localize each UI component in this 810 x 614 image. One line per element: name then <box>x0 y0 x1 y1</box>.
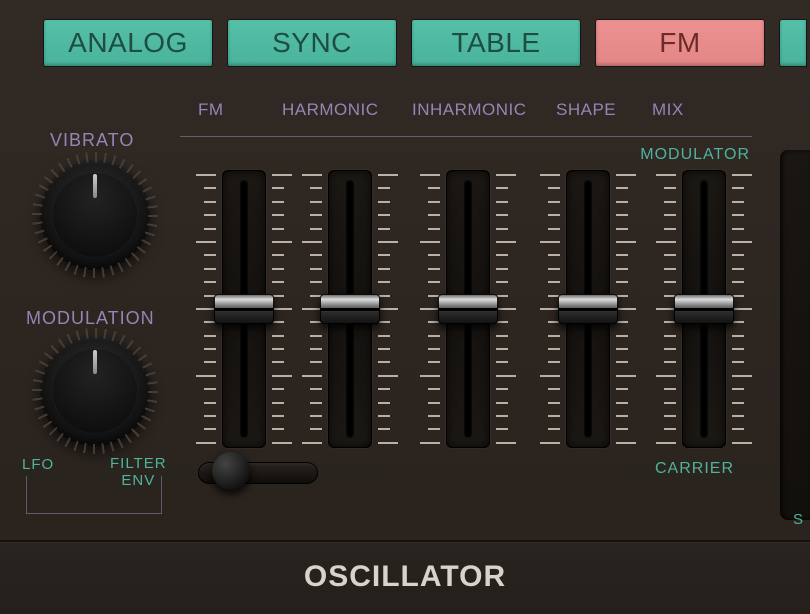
slider-inharmonic[interactable] <box>420 170 516 448</box>
slider-ticks <box>378 174 400 444</box>
slider-ticks <box>538 174 560 444</box>
slider-labels-row: FM HARMONIC INHARMONIC SHAPE MIX <box>190 100 790 124</box>
slider-harmonic[interactable] <box>302 170 398 448</box>
tab-table[interactable]: TABLE <box>412 20 580 66</box>
slider-ticks <box>418 174 440 444</box>
slider-ticks <box>194 174 216 444</box>
label-lfo: LFO <box>22 456 54 473</box>
label-carrier: CARRIER <box>655 460 734 478</box>
knob-modulation[interactable] <box>40 336 150 446</box>
slider-fm[interactable] <box>196 170 292 448</box>
osc-mode-tabs: ANALOG SYNC TABLE FM <box>44 20 810 66</box>
slider-ticks <box>272 174 294 444</box>
tab-analog[interactable]: ANALOG <box>44 20 212 66</box>
label-harmonic: HARMONIC <box>282 100 379 120</box>
slider-ticks <box>300 174 322 444</box>
label-modulator: MODULATOR <box>640 146 750 164</box>
slider-mix[interactable] <box>656 170 752 448</box>
adjacent-panel-edge <box>780 150 810 520</box>
slider-thumb[interactable] <box>320 294 380 324</box>
knob-pointer <box>93 174 97 198</box>
osc-range-lever[interactable] <box>198 454 318 496</box>
slider-ticks <box>654 174 676 444</box>
label-mix: MIX <box>652 100 684 120</box>
tab-sync[interactable]: SYNC <box>228 20 396 66</box>
slider-thumb[interactable] <box>438 294 498 324</box>
section-footer: OSCILLATOR <box>0 540 810 614</box>
slider-ticks <box>496 174 518 444</box>
tab-fm[interactable]: FM <box>596 20 764 66</box>
knob-pointer <box>93 350 97 374</box>
labels-underline <box>180 136 752 137</box>
slider-thumb[interactable] <box>558 294 618 324</box>
oscillator-panel: ANALOG SYNC TABLE FM FM HARMONIC INHARMO… <box>0 0 810 614</box>
label-fm: FM <box>198 100 224 120</box>
tab-next-cut[interactable] <box>780 20 806 66</box>
slider-ticks <box>732 174 754 444</box>
mod-source-bracket <box>26 476 162 514</box>
label-inharmonic: INHARMONIC <box>412 100 527 120</box>
slider-shape[interactable] <box>540 170 636 448</box>
slider-ticks <box>616 174 638 444</box>
slider-thumb[interactable] <box>674 294 734 324</box>
label-shape: SHAPE <box>556 100 616 120</box>
knob-vibrato[interactable] <box>40 160 150 270</box>
slider-thumb[interactable] <box>214 294 274 324</box>
section-title: OSCILLATOR <box>304 560 506 594</box>
label-cut-right: S <box>793 511 804 528</box>
lever-ball[interactable] <box>212 452 250 490</box>
